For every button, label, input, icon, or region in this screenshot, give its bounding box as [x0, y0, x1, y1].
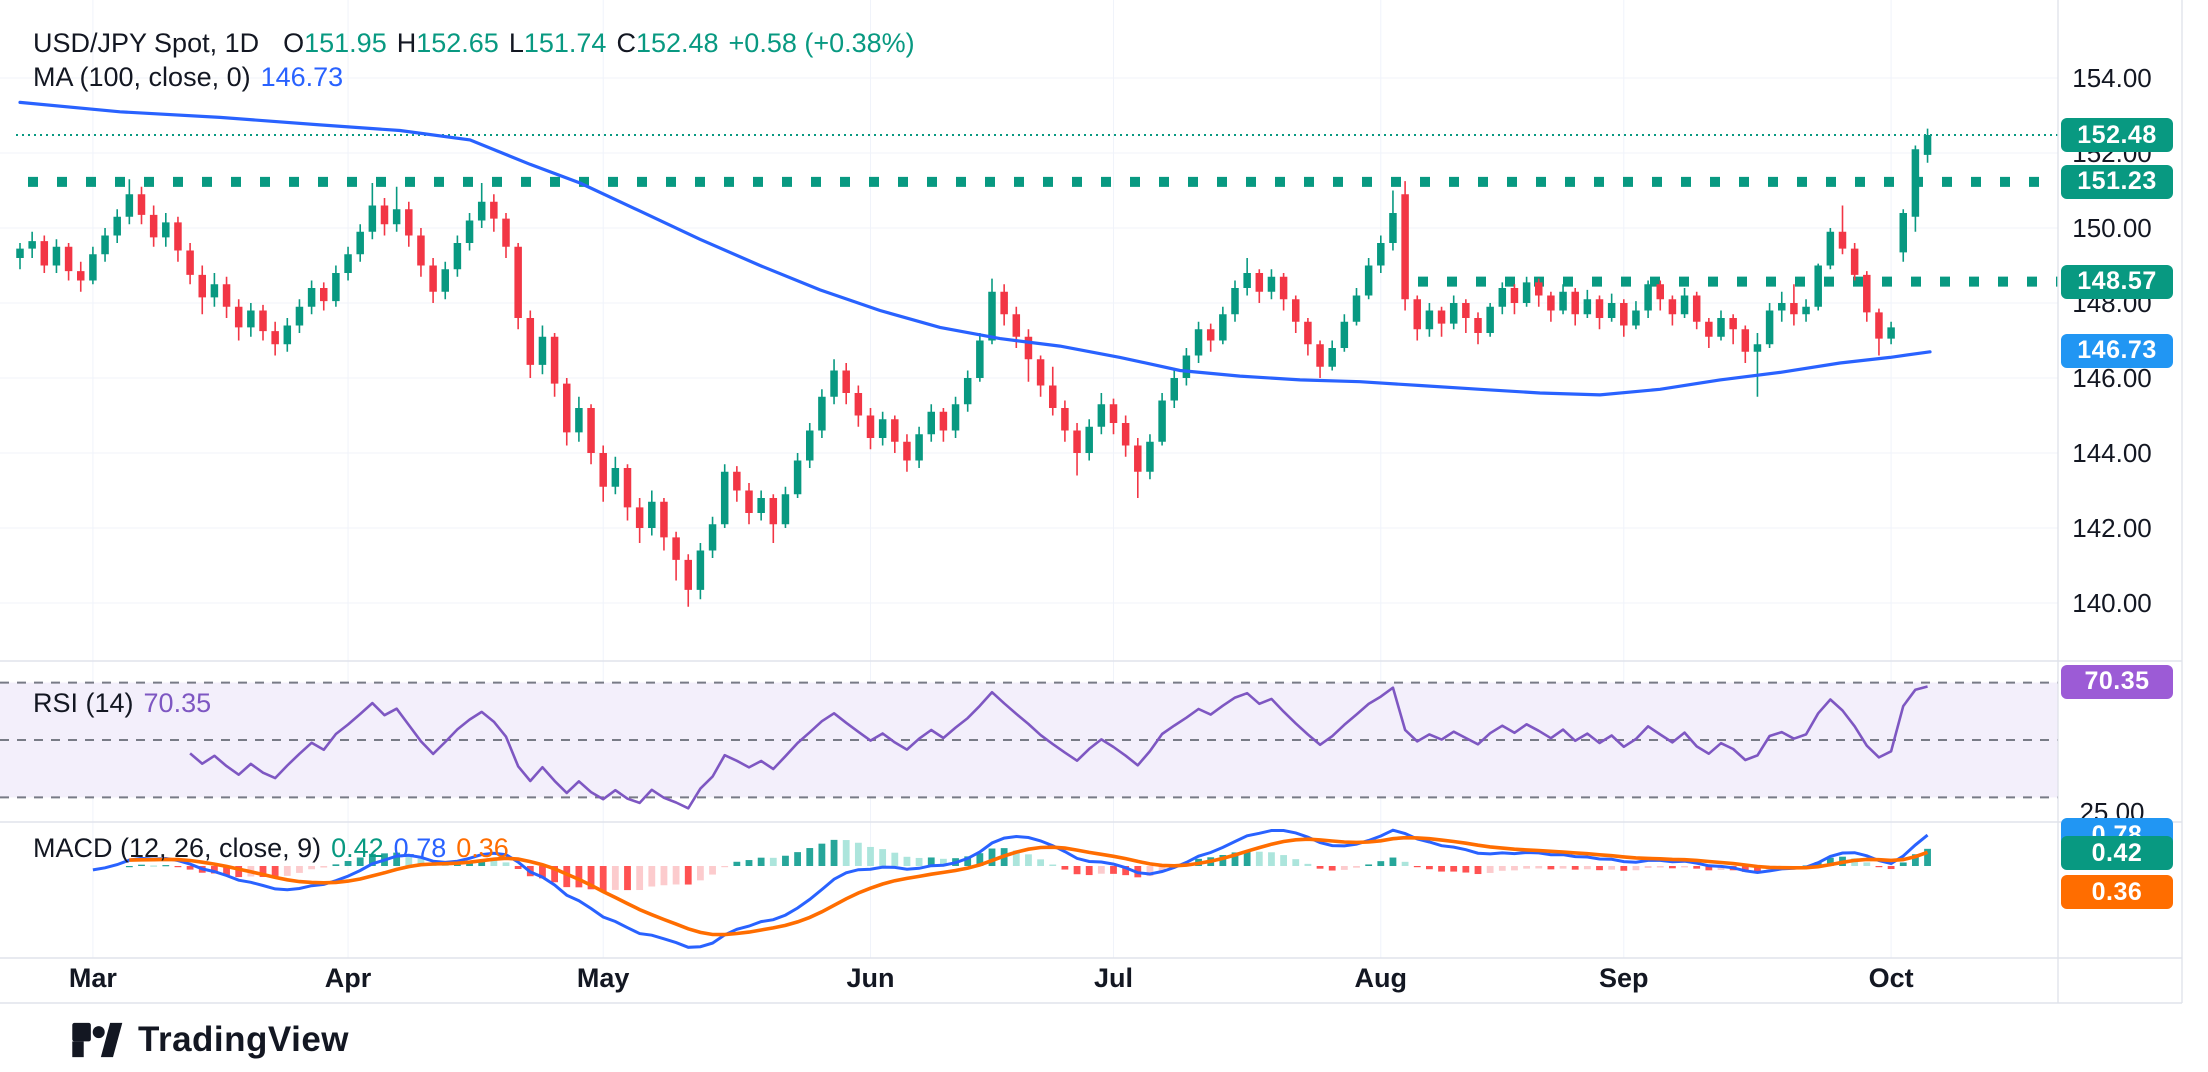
ma100-line[interactable]	[18, 100, 1932, 397]
time-axis-label: Jul	[1094, 963, 1133, 993]
chart-canvas[interactable]: 154.00152.00150.00148.00146.00144.00142.…	[0, 0, 2208, 1008]
time-axis[interactable]: Mar Apr May Jun Jul Aug Sep Oct	[69, 963, 1914, 993]
price-axis-label: 140.00	[2072, 588, 2152, 618]
time-axis-label: Apr	[325, 963, 372, 993]
macd-layer[interactable]	[92, 828, 1931, 949]
axis-badge-0-36: 0.36	[2061, 875, 2173, 909]
pane-separators	[0, 0, 2183, 1004]
price-axis-label: 154.00	[2072, 63, 2152, 93]
ohlc-close: C152.48	[616, 28, 719, 58]
ohlc-open: O151.95	[283, 28, 387, 58]
axis-badge-146-73: 146.73	[2061, 333, 2173, 368]
rsi-layer[interactable]	[0, 681, 2058, 810]
price-axis[interactable]: 154.00152.00150.00148.00146.00144.00142.…	[2072, 63, 2152, 827]
rsi-legend[interactable]: RSI (14) 70.35	[33, 688, 211, 719]
tradingview-logo-icon	[72, 1022, 123, 1058]
price-axis-label: 146.00	[2072, 363, 2152, 393]
ohlc-high: H152.65	[396, 28, 499, 58]
price-change: +0.58 (+0.38%)	[728, 28, 915, 58]
time-axis-label: Aug	[1355, 963, 1407, 993]
rsi-label: RSI (14)	[33, 688, 134, 718]
gridlines	[0, 0, 2058, 958]
symbol-title: USD/JPY Spot, 1D	[33, 28, 260, 58]
rsi-value: 70.35	[143, 688, 212, 718]
macd-signal-line	[129, 835, 1929, 937]
ma-value: 146.73	[260, 62, 344, 92]
price-axis-label: 142.00	[2072, 513, 2152, 543]
tradingview-logo-text: TradingView	[138, 1020, 350, 1059]
macd-line	[92, 828, 1929, 949]
axis-badge-70-35: 70.35	[2061, 664, 2173, 699]
price-axis-label: 150.00	[2072, 213, 2152, 243]
tradingview-logo[interactable]: TradingView	[72, 1020, 349, 1060]
macd-label: MACD (12, 26, close, 9)	[33, 833, 322, 863]
time-axis-label: Mar	[69, 963, 118, 993]
time-axis-label: Jun	[846, 963, 894, 993]
symbol-legend[interactable]: USD/JPY Spot, 1D O151.95 H152.65 L151.74…	[33, 28, 915, 59]
ma-label: MA (100, close, 0)	[33, 62, 251, 92]
macd-signal-value: 0.36	[456, 833, 509, 863]
macd-hist-value: 0.42	[331, 833, 384, 863]
ohlc-low: L151.74	[508, 28, 607, 58]
price-axis-label: 144.00	[2072, 438, 2152, 468]
price-levels	[16, 134, 2058, 287]
candles-layer[interactable]	[16, 128, 1932, 607]
time-axis-label: Oct	[1869, 963, 1914, 993]
axis-badge-152-48: 152.48	[2061, 118, 2173, 152]
macd-legend[interactable]: MACD (12, 26, close, 9) 0.42 0.78 0.36	[33, 833, 509, 864]
time-axis-label: May	[577, 963, 630, 993]
time-axis-label: Sep	[1599, 963, 1649, 993]
ma-legend[interactable]: MA (100, close, 0) 146.73	[33, 62, 343, 93]
macd-line-value: 0.78	[393, 833, 447, 863]
axis-badge-148-57: 148.57	[2061, 264, 2173, 299]
axis-badge-0-42: 0.42	[2061, 836, 2173, 870]
axis-badge-151-23: 151.23	[2061, 164, 2173, 199]
